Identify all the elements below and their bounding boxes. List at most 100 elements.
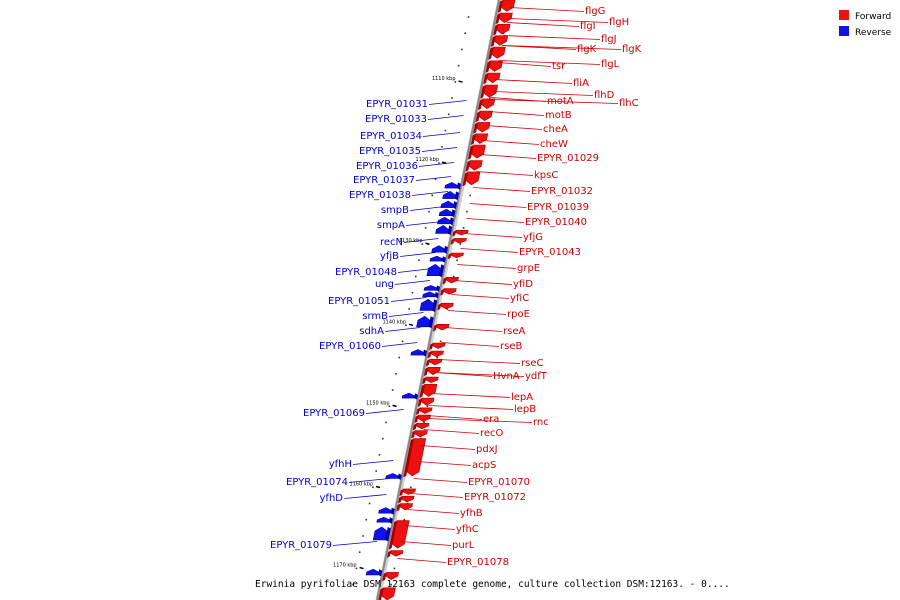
gene-label[interactable]: fliA [573, 78, 589, 89]
gene-label[interactable]: EPYR_01033 [365, 114, 427, 125]
reverse-gene[interactable] [426, 263, 441, 277]
gene-label[interactable]: EPYR_01060 [319, 341, 381, 352]
gene-label[interactable]: lepA [511, 392, 533, 403]
forward-gene[interactable] [471, 144, 486, 159]
forward-gene[interactable] [427, 366, 441, 375]
gene-label[interactable]: EPYR_01043 [519, 247, 581, 258]
gene-label[interactable]: EPYR_01039 [527, 202, 589, 213]
gene-label[interactable]: yfhD [320, 493, 344, 504]
gene-label[interactable]: EPYR_01037 [353, 175, 415, 186]
forward-gene[interactable] [436, 323, 450, 331]
gene-label[interactable]: EPYR_01048 [335, 267, 397, 278]
gene-label[interactable]: EPYR_01070 [468, 477, 530, 488]
forward-gene[interactable] [385, 572, 399, 581]
gene-label[interactable]: EPYR_01034 [360, 131, 422, 142]
forward-gene[interactable] [481, 98, 496, 109]
gene-label[interactable]: recO [480, 428, 504, 439]
gene-label[interactable]: flhC [619, 98, 639, 109]
reverse-gene[interactable] [376, 516, 390, 523]
gene-label[interactable]: smpA [377, 220, 405, 231]
gene-label[interactable]: cheW [540, 139, 568, 150]
gene-label[interactable]: flgL [601, 59, 620, 70]
forward-gene[interactable] [420, 397, 435, 406]
forward-gene[interactable] [465, 171, 481, 186]
gene-label[interactable]: EPYR_01078 [447, 557, 509, 568]
gene-label[interactable]: ung [375, 279, 394, 290]
gene-label[interactable]: EPYR_01029 [537, 153, 599, 164]
reverse-gene[interactable] [444, 182, 458, 189]
forward-gene[interactable] [453, 238, 467, 244]
reverse-gene[interactable] [431, 245, 445, 253]
forward-gene[interactable] [498, 12, 513, 24]
reverse-gene[interactable] [440, 200, 454, 208]
gene-label[interactable]: acpS [472, 460, 496, 471]
forward-gene[interactable] [445, 276, 459, 284]
reverse-gene[interactable] [365, 568, 380, 576]
forward-gene[interactable] [419, 407, 433, 414]
gene-label[interactable]: motB [545, 110, 572, 121]
reverse-gene[interactable] [435, 225, 449, 234]
gene-label[interactable]: smpB [381, 205, 409, 216]
forward-gene[interactable] [474, 133, 489, 144]
reverse-gene[interactable] [372, 526, 388, 541]
reverse-gene[interactable] [437, 216, 451, 225]
forward-gene[interactable] [450, 252, 464, 259]
reverse-gene[interactable] [422, 291, 436, 298]
gene-label[interactable]: flgK [577, 44, 597, 55]
reverse-gene[interactable] [419, 298, 434, 311]
forward-gene[interactable] [468, 160, 483, 171]
reverse-gene[interactable] [429, 255, 443, 262]
gene-label[interactable]: cheA [543, 124, 568, 135]
gene-label[interactable]: tsr [552, 61, 566, 72]
forward-gene[interactable] [399, 503, 413, 511]
gene-label[interactable]: EPYR_01074 [286, 477, 348, 488]
gene-label[interactable]: rseA [503, 326, 525, 337]
gene-label[interactable]: EPYR_01051 [328, 296, 390, 307]
gene-label[interactable]: lepB [514, 404, 536, 415]
gene-label[interactable]: flgK [622, 44, 642, 55]
forward-gene[interactable] [478, 110, 493, 122]
reverse-gene[interactable] [378, 507, 392, 514]
gene-label[interactable]: EPYR_01035 [359, 146, 421, 157]
gene-label[interactable]: yfiC [510, 293, 529, 304]
gene-label[interactable]: recN [380, 237, 403, 248]
gene-label[interactable]: era [483, 414, 499, 425]
gene-label[interactable]: EPYR_01079 [270, 540, 332, 551]
gene-label[interactable]: kpsC [534, 170, 558, 181]
reverse-gene[interactable] [423, 285, 437, 291]
forward-gene[interactable] [440, 302, 454, 310]
forward-gene[interactable] [496, 23, 511, 35]
gene-label[interactable]: HvnA [493, 371, 520, 382]
forward-gene[interactable] [501, 0, 516, 12]
forward-gene[interactable] [483, 84, 499, 98]
gene-label[interactable]: flgH [609, 17, 629, 28]
gene-label[interactable]: grpE [517, 263, 540, 274]
gene-label[interactable]: pdxJ [476, 444, 498, 455]
forward-gene[interactable] [414, 430, 428, 438]
forward-gene[interactable] [491, 46, 506, 59]
forward-gene[interactable] [390, 550, 404, 557]
gene-label[interactable]: yfiD [513, 279, 533, 290]
gene-label[interactable]: EPYR_01038 [349, 190, 411, 201]
forward-gene[interactable] [430, 350, 444, 358]
reverse-gene[interactable] [401, 392, 415, 399]
gene-label[interactable]: srmB [362, 311, 388, 322]
gene-label[interactable]: flgJ [601, 34, 617, 45]
gene-label[interactable]: flhD [594, 90, 615, 101]
forward-gene[interactable] [401, 495, 415, 503]
gene-label[interactable]: flgG [585, 6, 605, 17]
gene-label[interactable]: EPYR_01031 [366, 99, 428, 110]
gene-label[interactable]: rpoE [507, 309, 530, 320]
gene-label[interactable]: rnc [533, 417, 549, 428]
reverse-gene[interactable] [410, 349, 424, 356]
reverse-gene[interactable] [416, 315, 431, 328]
forward-gene[interactable] [494, 35, 509, 46]
forward-gene[interactable] [422, 383, 438, 397]
reverse-gene[interactable] [442, 191, 456, 199]
gene-label[interactable]: yfjB [380, 251, 399, 262]
gene-label[interactable]: motA [547, 96, 574, 107]
gene-label[interactable]: purL [452, 540, 475, 551]
reverse-gene[interactable] [438, 208, 453, 216]
forward-gene[interactable] [416, 422, 430, 430]
gene-label[interactable]: flgI [580, 21, 596, 32]
